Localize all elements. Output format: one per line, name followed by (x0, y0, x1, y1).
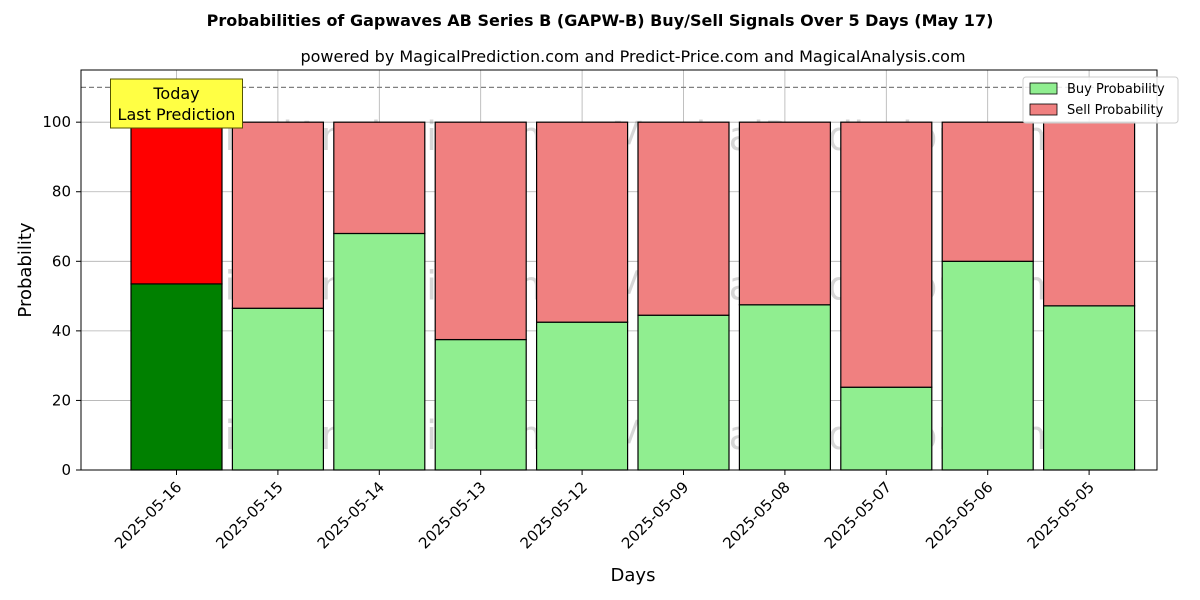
legend-box (1022, 76, 1179, 124)
legend-swatch-buy (1029, 82, 1058, 95)
bars-layer (130, 121, 1136, 471)
buy-bar (941, 260, 1034, 471)
buy-bar (1042, 305, 1136, 471)
annotation-text: Today (152, 84, 199, 103)
buy-bar (738, 304, 832, 471)
sell-bar (333, 121, 426, 235)
x-tick-label: 2025-05-07 (821, 478, 895, 552)
y-tick-label: 0 (61, 461, 71, 479)
y-tick-label: 40 (52, 322, 71, 340)
x-tick-label: 2025-05-16 (111, 478, 185, 552)
sell-bar (738, 121, 832, 306)
legend-swatch-sell (1029, 103, 1058, 116)
chart-subtitle: powered by MagicalPrediction.com and Pre… (300, 47, 965, 66)
x-tick-label: 2025-05-14 (314, 478, 388, 552)
sell-bar (941, 121, 1034, 262)
annotation-box (110, 78, 243, 129)
x-tick-label: 2025-05-05 (1024, 478, 1098, 552)
annotation-text: Last Prediction (118, 105, 236, 124)
sell-bar (130, 121, 223, 285)
buy-bar (840, 386, 933, 471)
plot-frame (80, 69, 1158, 471)
x-tick-label: 2025-05-09 (618, 478, 692, 552)
y-tick-label: 80 (52, 183, 71, 201)
buy-bar (333, 232, 426, 471)
legend: Buy Probability Sell Probability (1022, 76, 1179, 124)
sell-bar (637, 121, 730, 316)
x-tick-label: 2025-05-08 (719, 478, 793, 552)
today-annotation: Today Last Prediction (110, 78, 243, 129)
x-tick-label: 2025-05-13 (415, 478, 489, 552)
x-tick-label: 2025-05-12 (517, 478, 591, 552)
buy-bar (231, 307, 324, 471)
sell-bar (434, 121, 527, 341)
sell-bar (840, 121, 933, 388)
x-axis-label: Days (611, 565, 656, 586)
legend-label-buy: Buy Probability (1067, 82, 1165, 97)
y-tick-label: 100 (42, 113, 71, 131)
x-tick-label: 2025-05-06 (922, 478, 996, 552)
buy-bar (130, 283, 223, 471)
y-tick-label: 60 (52, 252, 71, 270)
buy-bar (637, 314, 730, 471)
buy-bar (535, 321, 629, 471)
sell-bar (231, 121, 324, 309)
legend-label-sell: Sell Probability (1067, 103, 1164, 118)
y-axis-label: Probability (15, 222, 36, 317)
buy-bar (434, 338, 527, 471)
chart-title: Probabilities of Gapwaves AB Series B (G… (207, 11, 994, 30)
sell-bar (1042, 121, 1136, 307)
sell-bar (535, 121, 629, 323)
y-tick-label: 20 (52, 391, 71, 409)
x-tick-label: 2025-05-15 (212, 478, 286, 552)
